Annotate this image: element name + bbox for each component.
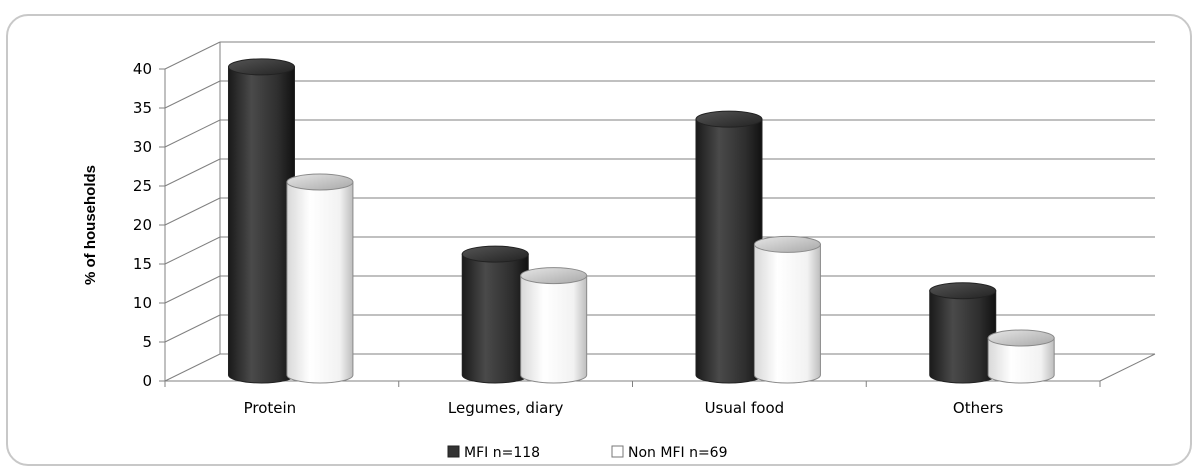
y-tick-label: 35 [133, 99, 152, 117]
y-tick-label: 25 [133, 177, 152, 195]
x-tick-label: Usual food [705, 399, 785, 417]
bar-top [753, 235, 821, 253]
bar-mfi-0 [227, 58, 295, 384]
bar-top [286, 173, 354, 191]
gridline-diagonal [164, 197, 221, 226]
legend-item-non-mfi: Non MFI n=69 [611, 445, 728, 461]
legend-item-mfi: MFI n=118 [447, 445, 540, 461]
bar-non-mfi-2 [753, 235, 821, 384]
gridline-diagonal [164, 236, 221, 265]
legend: MFI n=118 Non MFI n=69 [447, 445, 728, 461]
bar-body [753, 243, 821, 384]
bar-body [286, 181, 354, 384]
bars [227, 58, 1055, 384]
floor-right-edge [1099, 353, 1156, 382]
legend-label: MFI n=118 [464, 445, 540, 461]
y-tick-label: 40 [133, 60, 152, 78]
gridline-diagonal [164, 314, 221, 343]
bar-top [929, 282, 997, 300]
gridline-diagonal [164, 119, 221, 148]
bar-mfi-2 [695, 110, 763, 384]
y-axis-label: % of households [82, 165, 99, 285]
bar-top [461, 245, 529, 263]
x-tick-label: Others [953, 399, 1004, 417]
bar-top [227, 58, 295, 76]
y-tick-label: 20 [133, 216, 152, 234]
gridline-diagonal [164, 353, 221, 382]
gridline-diagonal [164, 158, 221, 187]
gridline-diagonal [164, 41, 221, 70]
gridlines [164, 41, 1155, 382]
x-tick-label: Legumes, diary [448, 399, 564, 417]
y-tick-label: 0 [142, 372, 152, 390]
y-tick-label: 5 [142, 333, 152, 351]
gridline-diagonal [164, 80, 221, 109]
bar-top [520, 267, 588, 285]
bar-mfi-1 [461, 245, 529, 384]
bar-body [461, 253, 529, 384]
bar-top [987, 329, 1055, 347]
x-tick-label: Protein [244, 399, 297, 417]
y-tick-label: 30 [133, 138, 152, 156]
bar-body [227, 66, 295, 384]
labels: % of households 0 5 10 15 20 25 30 35 40 Protein L… [82, 60, 1004, 417]
bar-body [929, 290, 997, 384]
y-tick-label: 15 [133, 255, 152, 273]
bar-non-mfi-1 [520, 267, 588, 384]
y-tick-label: 10 [133, 294, 152, 312]
bar-body [987, 337, 1055, 384]
legend-swatch [447, 445, 460, 458]
bar-mfi-3 [929, 282, 997, 384]
bar-non-mfi-0 [286, 173, 354, 384]
legend-swatch [611, 445, 624, 458]
gridline-diagonal [164, 275, 221, 304]
bar-body [520, 275, 588, 384]
legend-label: Non MFI n=69 [628, 445, 728, 461]
bar-top [695, 110, 763, 128]
bar-body [695, 118, 763, 384]
bar-non-mfi-3 [987, 329, 1055, 384]
